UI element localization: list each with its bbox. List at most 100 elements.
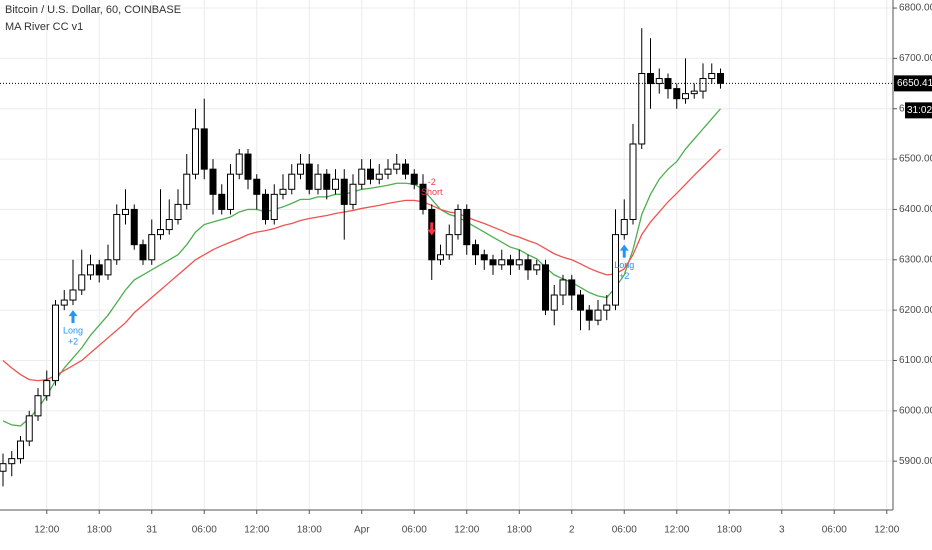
x-tick-label: 18:00: [507, 525, 532, 536]
candle-body: [708, 73, 716, 80]
candle-body: [8, 458, 16, 465]
candle-body: [227, 173, 234, 210]
candle-body: [367, 168, 374, 180]
axes: 5900.00 6000.00 6100.00 6200.00 6300.00 6400.…: [34, 3, 932, 536]
candle-body: [594, 309, 602, 321]
y-tick-label: 6200.00: [899, 305, 932, 316]
y-tick-label: 6300.00: [899, 254, 932, 265]
signal-qty: +2: [68, 336, 78, 346]
candle-body: [34, 395, 42, 417]
x-tick-label: 12:00: [34, 525, 59, 536]
signal-arrow: [619, 244, 629, 258]
candle-body: [349, 183, 357, 205]
candle-body: [515, 259, 523, 266]
candle-body: [673, 88, 681, 100]
signal-arrow: [68, 310, 78, 324]
candle-body: [410, 173, 418, 185]
candle-body: [288, 173, 296, 190]
candle-body: [218, 193, 226, 210]
candle-body: [603, 304, 611, 311]
candle-body: [157, 229, 164, 236]
candle-body: [87, 264, 94, 276]
x-tick-label: 06:00: [192, 525, 217, 536]
candle-body: [498, 259, 506, 266]
candle-body: [183, 173, 191, 205]
candle-body: [533, 264, 541, 271]
y-tick-label: 6500.00: [899, 154, 932, 165]
candle-body: [209, 168, 217, 195]
candle-body: [542, 264, 549, 311]
last-price-label: 6650.41: [897, 78, 932, 89]
candle-body: [612, 234, 619, 306]
candle-body: [200, 128, 208, 170]
signal-qty: -2: [428, 177, 436, 187]
chart-title: Bitcoin / U.S. Dollar, 60, COINBASE: [5, 4, 181, 16]
y-tick-label: 5900.00: [899, 456, 932, 467]
candle-body: [507, 259, 514, 266]
candle-body: [340, 178, 348, 205]
candle-body: [113, 213, 121, 261]
y-tick-label: 6100.00: [899, 355, 932, 366]
candle-body: [192, 128, 199, 175]
countdown-box: [905, 102, 932, 119]
candle-body: [78, 274, 86, 291]
candle-body: [17, 440, 24, 460]
signal-label: Short: [421, 187, 443, 197]
candle-body: [314, 173, 322, 190]
candle-body: [393, 163, 401, 170]
candle-body: [524, 259, 532, 271]
x-tick-label: 12:00: [874, 525, 899, 536]
x-tick-label: 12:00: [664, 525, 689, 536]
candle-body: [60, 299, 68, 306]
x-tick-label: 06:00: [612, 525, 637, 536]
candle-body: [682, 93, 689, 100]
x-tick-label: 2: [569, 525, 575, 536]
ma-line: [2, 148, 721, 382]
x-tick-label: 18:00: [717, 525, 742, 536]
candle-body: [577, 294, 584, 311]
candle-body: [647, 73, 654, 85]
signal-arrow: [427, 222, 437, 236]
candle-body: [454, 208, 462, 236]
candle-body: [472, 244, 479, 256]
candle-body: [717, 73, 724, 84]
y-tick-label: 6400.00: [899, 204, 932, 215]
candle-body: [655, 78, 663, 85]
x-tick-label: 18:00: [87, 525, 112, 536]
candle-body: [568, 279, 576, 296]
candle-body: [43, 380, 51, 397]
countdown-label: 31:02: [907, 105, 932, 116]
candle-body: [305, 163, 313, 190]
signal-label: Long: [63, 325, 83, 335]
y-tick-label: 6700.00: [899, 53, 932, 64]
candle-body: [699, 78, 707, 92]
candle-body: [270, 193, 278, 221]
last-price-box: [894, 75, 932, 92]
candle-body: [253, 178, 261, 195]
candle-body: [620, 219, 628, 236]
candle-body: [297, 163, 304, 175]
candle-body: [419, 183, 427, 210]
indicator-name: MA River CC v1: [5, 21, 83, 33]
candle-body: [148, 234, 156, 261]
candle-body: [52, 304, 59, 382]
y-tick-label: 6800.00: [899, 3, 932, 14]
x-tick-label: 12:00: [454, 525, 479, 536]
candle-body: [235, 153, 243, 175]
candle-body: [165, 219, 173, 231]
x-tick-label: 06:00: [822, 525, 847, 536]
x-tick-label: 3: [779, 525, 785, 536]
candle-body: [585, 309, 593, 321]
y-tick-label: 6000.00: [899, 405, 932, 416]
candle-body: [174, 203, 182, 221]
candle-body: [25, 415, 33, 442]
candle-body: [402, 163, 409, 175]
candle-body: [437, 254, 444, 261]
candle-body: [122, 208, 129, 215]
candle-body: [323, 173, 331, 190]
x-tick-label: 18:00: [297, 525, 322, 536]
candle-body: [244, 153, 252, 180]
candle-body: [559, 279, 567, 296]
